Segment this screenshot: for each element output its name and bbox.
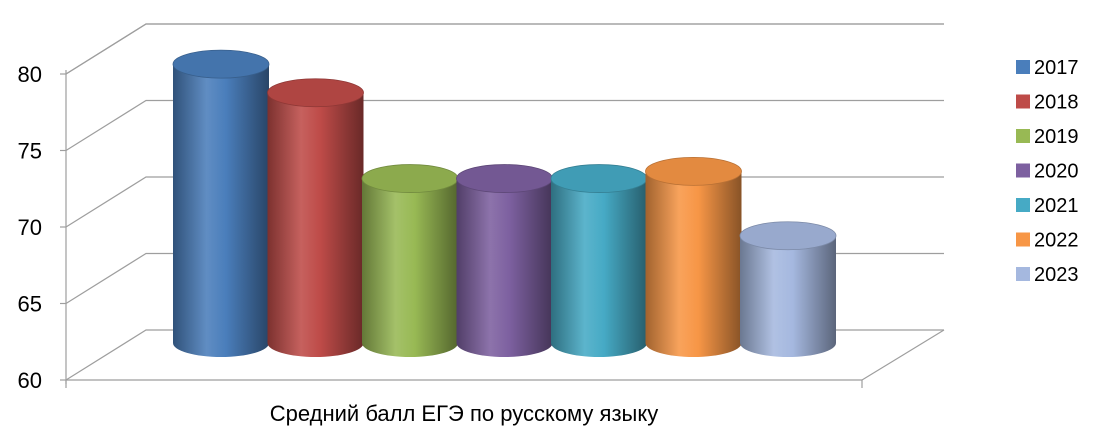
bar-2020 [456,164,553,358]
legend: 2017 2018 2019 2020 2021 2022 2023 [1016,57,1079,286]
legend-label-2017: 2017 [1034,57,1079,79]
x-axis-label: Средний балл ЕГЭ по русскому языку [270,401,658,426]
bar-2017 [172,49,270,358]
bar-body-2018 [267,92,364,358]
bars [172,49,837,358]
y-tick-label-75: 75 [18,139,42,164]
legend-swatch-2022 [1016,232,1030,247]
legend-item-2021: 2021 [1016,195,1079,217]
y-axis-ticks: 60 65 70 75 80 [18,62,42,393]
legend-label-2018: 2018 [1034,92,1079,114]
bar-2018 [267,78,364,358]
bar-body-2020 [456,178,553,358]
bar-top-2021 [550,164,648,193]
y-tick-label-80: 80 [18,62,42,87]
bar-top-2017 [172,49,270,79]
y-tick-label-70: 70 [18,215,42,240]
bar-2019 [361,164,459,357]
legend-item-2017: 2017 [1016,57,1079,79]
axes [60,70,945,388]
bar-2021 [550,164,648,357]
bar-body-2022 [645,171,742,358]
legend-swatch-2017 [1016,60,1030,74]
legend-swatch-2019 [1016,129,1030,143]
bar-body-2019 [362,178,458,357]
bar-body-2017 [173,64,269,358]
y-tick-label-65: 65 [18,292,42,317]
bar-top-2019 [361,164,459,193]
legend-swatch-2018 [1016,94,1030,109]
gridline-75 [65,99,944,152]
legend-swatch-2020 [1016,163,1030,178]
legend-label-2020: 2020 [1034,161,1079,183]
legend-label-2019: 2019 [1034,126,1079,148]
bar-2023 [739,221,837,357]
legend-item-2018: 2018 [1016,92,1079,114]
legend-label-2023: 2023 [1034,264,1079,286]
bar-top-2018 [267,78,364,108]
legend-item-2020: 2020 [1016,161,1079,183]
bar-body-2021 [551,178,647,357]
legend-item-2022: 2022 [1016,230,1079,252]
bar-2022 [645,156,742,358]
bar-top-2023 [739,221,837,251]
legend-item-2019: 2019 [1016,126,1079,148]
legend-label-2022: 2022 [1034,230,1079,252]
bar-body-2023 [740,235,836,357]
legend-label-2021: 2021 [1034,195,1079,217]
bar-top-2022 [645,156,742,186]
legend-item-2023: 2023 [1016,264,1079,286]
bar-top-2020 [456,164,553,193]
legend-swatch-2021 [1016,198,1030,212]
floor-right-edge [861,329,945,381]
legend-swatch-2023 [1016,267,1030,281]
wall-top-edge [65,23,944,75]
y-tick-label-60: 60 [18,368,42,393]
